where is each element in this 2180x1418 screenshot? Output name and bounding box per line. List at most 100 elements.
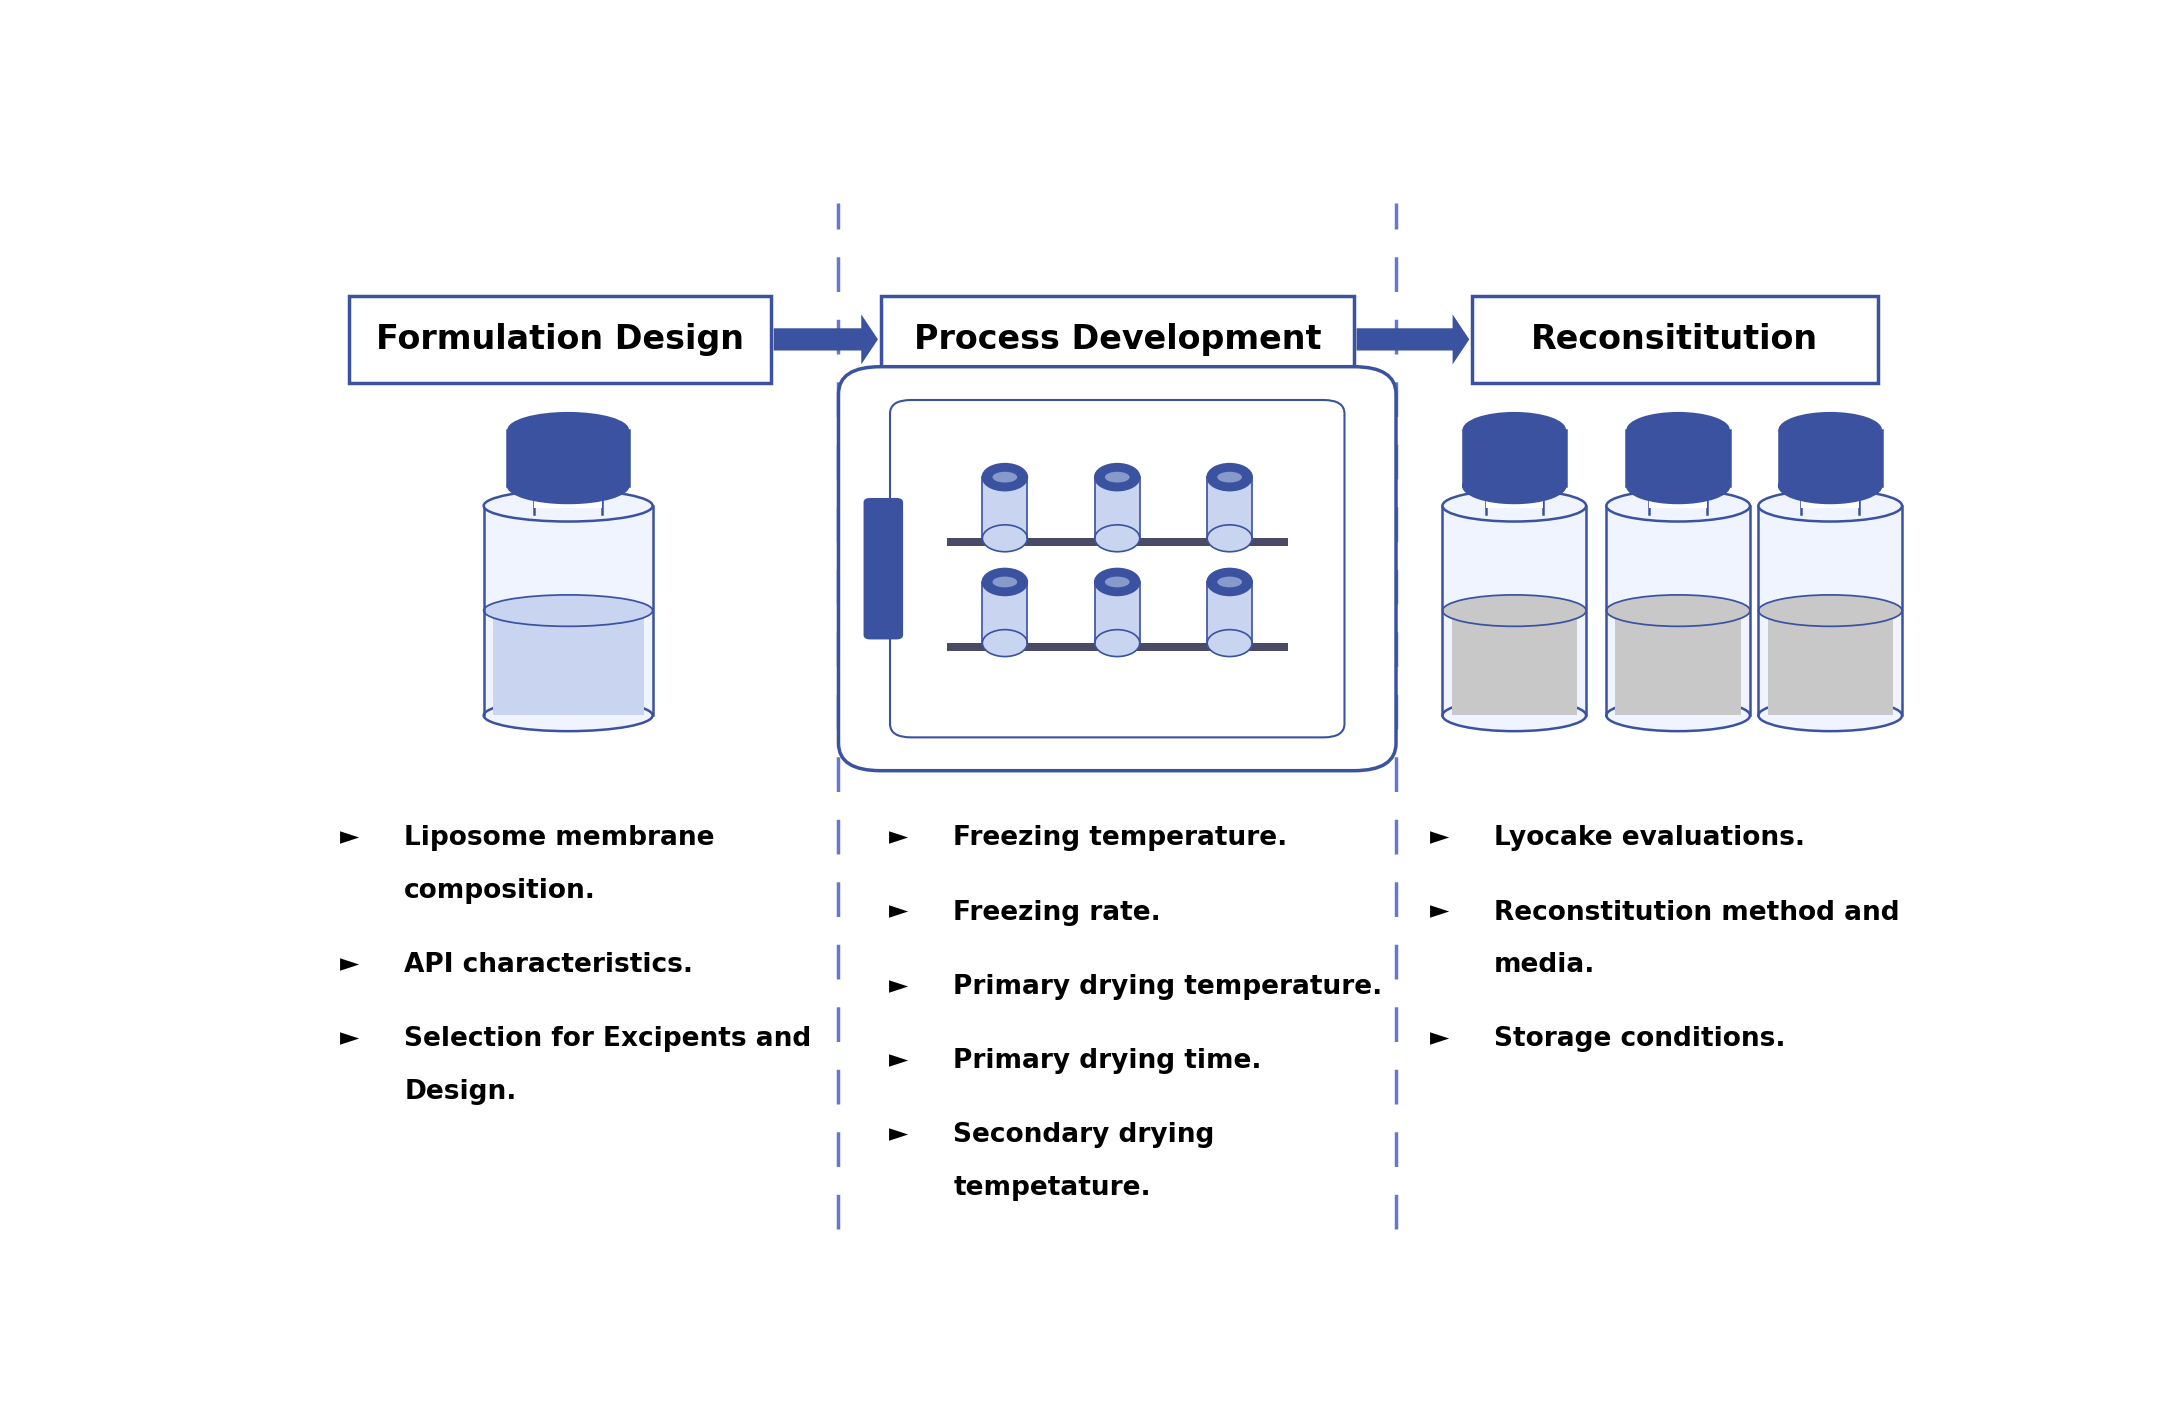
Ellipse shape: [1443, 596, 1587, 627]
Text: ►: ►: [889, 974, 909, 998]
Text: Reconstitution method and: Reconstitution method and: [1493, 899, 1899, 926]
Text: Design.: Design.: [403, 1079, 517, 1105]
Ellipse shape: [1607, 491, 1751, 522]
Ellipse shape: [1607, 596, 1751, 627]
Bar: [1094, 581, 1140, 644]
Bar: [1485, 484, 1543, 509]
Text: ►: ►: [340, 1027, 360, 1051]
Text: ►: ►: [889, 1122, 909, 1146]
Bar: [534, 484, 602, 509]
Text: API characteristics.: API characteristics.: [403, 951, 693, 978]
Text: composition.: composition.: [403, 878, 595, 903]
Bar: [1472, 296, 1877, 383]
Ellipse shape: [1463, 411, 1565, 448]
Bar: [508, 430, 630, 486]
Bar: [1208, 581, 1251, 644]
Bar: [983, 476, 1027, 539]
Text: Formulation Design: Formulation Design: [375, 323, 743, 356]
Ellipse shape: [1216, 577, 1243, 587]
Bar: [1650, 484, 1707, 509]
Ellipse shape: [983, 569, 1027, 596]
Ellipse shape: [1759, 596, 1901, 627]
Bar: [1615, 611, 1742, 716]
Text: Freezing temperature.: Freezing temperature.: [953, 825, 1288, 851]
Ellipse shape: [1779, 411, 1881, 448]
Ellipse shape: [1443, 699, 1587, 732]
Ellipse shape: [508, 468, 630, 503]
Bar: [1650, 479, 1707, 513]
Ellipse shape: [1208, 525, 1251, 552]
Text: Liposome membrane: Liposome membrane: [403, 825, 715, 851]
Ellipse shape: [484, 699, 652, 732]
Bar: [1443, 506, 1587, 716]
Ellipse shape: [983, 464, 1027, 491]
Ellipse shape: [1208, 569, 1251, 596]
Ellipse shape: [1463, 468, 1565, 503]
Ellipse shape: [1105, 472, 1129, 482]
Bar: [881, 296, 1354, 383]
Bar: [534, 479, 602, 513]
Bar: [1452, 611, 1576, 716]
Text: Primary drying time.: Primary drying time.: [953, 1048, 1262, 1073]
Ellipse shape: [484, 596, 652, 627]
Ellipse shape: [508, 411, 630, 448]
Text: ►: ►: [340, 951, 360, 976]
Text: ►: ►: [889, 899, 909, 923]
Text: ►: ►: [889, 825, 909, 849]
Ellipse shape: [1094, 630, 1140, 657]
Bar: [946, 644, 1288, 651]
Bar: [1208, 476, 1251, 539]
Ellipse shape: [1443, 491, 1587, 522]
Ellipse shape: [1208, 630, 1251, 657]
Text: Lyocake evaluations.: Lyocake evaluations.: [1493, 825, 1805, 851]
Bar: [1485, 479, 1543, 513]
Bar: [1626, 430, 1731, 486]
Ellipse shape: [1759, 491, 1901, 522]
Ellipse shape: [1626, 411, 1731, 448]
Text: Primary drying temperature.: Primary drying temperature.: [953, 974, 1382, 1000]
Ellipse shape: [1094, 569, 1140, 596]
Bar: [946, 539, 1288, 546]
FancyBboxPatch shape: [839, 367, 1395, 771]
Bar: [349, 296, 772, 383]
Ellipse shape: [992, 472, 1018, 482]
Text: Secondary drying: Secondary drying: [953, 1122, 1214, 1149]
Text: Selection for Excipents and: Selection for Excipents and: [403, 1027, 811, 1052]
Ellipse shape: [1607, 699, 1751, 732]
Text: ►: ►: [1430, 899, 1450, 923]
Ellipse shape: [1779, 468, 1881, 503]
Ellipse shape: [1094, 464, 1140, 491]
Text: tempetature.: tempetature.: [953, 1174, 1151, 1201]
Ellipse shape: [983, 525, 1027, 552]
Bar: [1779, 430, 1881, 486]
Text: ►: ►: [889, 1048, 909, 1072]
Bar: [1094, 476, 1140, 539]
Ellipse shape: [1216, 472, 1243, 482]
Bar: [1801, 484, 1860, 509]
Text: Storage conditions.: Storage conditions.: [1493, 1027, 1785, 1052]
Bar: [1801, 479, 1860, 513]
FancyBboxPatch shape: [863, 498, 903, 640]
Text: Freezing rate.: Freezing rate.: [953, 899, 1162, 926]
Ellipse shape: [1105, 577, 1129, 587]
Text: Process Development: Process Development: [913, 323, 1321, 356]
Text: ►: ►: [340, 825, 360, 849]
Text: media.: media.: [1493, 951, 1596, 978]
Ellipse shape: [1626, 468, 1731, 503]
Text: Reconsititution: Reconsititution: [1530, 323, 1818, 356]
Ellipse shape: [1208, 464, 1251, 491]
Ellipse shape: [983, 630, 1027, 657]
Ellipse shape: [1094, 525, 1140, 552]
Bar: [983, 581, 1027, 644]
Bar: [1768, 611, 1892, 716]
Bar: [1607, 506, 1751, 716]
Text: ►: ►: [1430, 825, 1450, 849]
Bar: [1759, 506, 1901, 716]
Bar: [484, 506, 652, 716]
Ellipse shape: [1759, 699, 1901, 732]
Ellipse shape: [992, 577, 1018, 587]
FancyBboxPatch shape: [889, 400, 1345, 737]
Bar: [493, 611, 643, 716]
Bar: [1463, 430, 1565, 486]
Text: ►: ►: [1430, 1027, 1450, 1051]
